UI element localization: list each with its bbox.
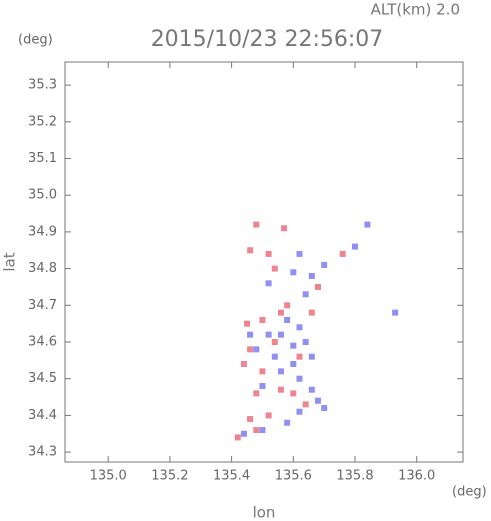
radar-cell: [277, 331, 284, 338]
radar-cell: [259, 383, 266, 390]
radar-cell: [314, 397, 321, 404]
radar-cell: [290, 390, 297, 397]
radar-cell: [240, 430, 247, 437]
radar-cell: [290, 269, 297, 276]
x-unit: (deg): [452, 485, 487, 500]
radar-cell: [253, 390, 260, 397]
radar-cell: [271, 265, 278, 272]
radar-cell: [277, 368, 284, 375]
radar-cell: [296, 408, 303, 415]
x-tick-label: 135.8: [336, 469, 373, 484]
radar-cell: [321, 261, 328, 268]
radar-cell: [265, 250, 272, 257]
radar-cell: [265, 412, 272, 419]
radar-cell: [240, 361, 247, 368]
radar-cell: [271, 339, 278, 345]
radar-cell: [308, 353, 315, 360]
y-tick-label: 34.9: [28, 224, 57, 239]
radar-cell: [247, 346, 254, 353]
radar-cell: [284, 316, 291, 323]
radar-cell: [244, 320, 251, 327]
radar-cell: [253, 346, 260, 353]
radar-cell: [247, 247, 254, 254]
radar-cell: [290, 361, 297, 368]
radar-cell: [253, 427, 260, 434]
x-tick-label: 135.2: [151, 469, 188, 484]
radar-cell: [284, 419, 291, 426]
plot-frame: [64, 61, 464, 463]
radar-cell: [314, 283, 321, 290]
radar-cell: [259, 316, 266, 323]
radar-cell: [259, 427, 266, 434]
radar-cell: [296, 324, 303, 331]
radar-cell: [308, 309, 315, 316]
radar-cell: [253, 221, 260, 228]
y-tick-label: 35.1: [28, 151, 57, 166]
x-tick-label: 136.0: [398, 469, 435, 484]
y-tick-label: 34.3: [28, 445, 57, 460]
y-tick-label: 35.2: [28, 114, 57, 129]
radar-cell: [277, 386, 284, 393]
altitude-label: ALT(km) 2.0: [371, 1, 460, 19]
x-tick-label: 135.4: [213, 469, 250, 484]
radar-cell: [284, 302, 291, 309]
radar-cell: [296, 353, 303, 360]
radar-cell: [247, 331, 254, 338]
y-axis-label: lat: [1, 252, 19, 271]
radar-cell: [392, 309, 399, 316]
x-axis-label: lon: [253, 504, 276, 521]
radar-cell: [281, 225, 288, 232]
x-tick-label: 135.6: [275, 469, 312, 484]
radar-cell: [302, 401, 309, 408]
y-unit: (deg): [18, 33, 53, 48]
radar-cell: [234, 434, 241, 441]
y-tick-label: 34.8: [28, 261, 57, 276]
radar-cell: [290, 342, 297, 349]
radar-cell: [259, 368, 266, 375]
radar-cell: [352, 243, 359, 250]
radar-cell: [321, 405, 328, 412]
y-tick-label: 35.0: [28, 188, 57, 203]
radar-cell: [302, 339, 309, 345]
y-tick-label: 35.3: [28, 78, 57, 93]
radar-cell: [308, 386, 315, 393]
radar-cell: [364, 221, 371, 228]
x-tick-label: 135.0: [90, 469, 127, 484]
y-tick-label: 34.5: [28, 371, 57, 386]
radar-cell: [265, 331, 272, 338]
radar-cell: [296, 375, 303, 382]
y-tick-label: 34.7: [28, 298, 57, 313]
chart-title: 2015/10/23 22:56:07: [151, 27, 384, 52]
radar-cell: [271, 353, 278, 360]
radar-cell: [247, 416, 254, 423]
radar-cell: [302, 291, 309, 298]
radar-cell: [308, 272, 315, 279]
y-tick-label: 34.4: [28, 408, 57, 423]
radar-cell: [265, 280, 272, 287]
y-tick-label: 34.6: [28, 335, 57, 350]
radar-cell: [339, 250, 346, 257]
radar-cell: [296, 250, 303, 257]
radar-cell: [277, 309, 284, 316]
